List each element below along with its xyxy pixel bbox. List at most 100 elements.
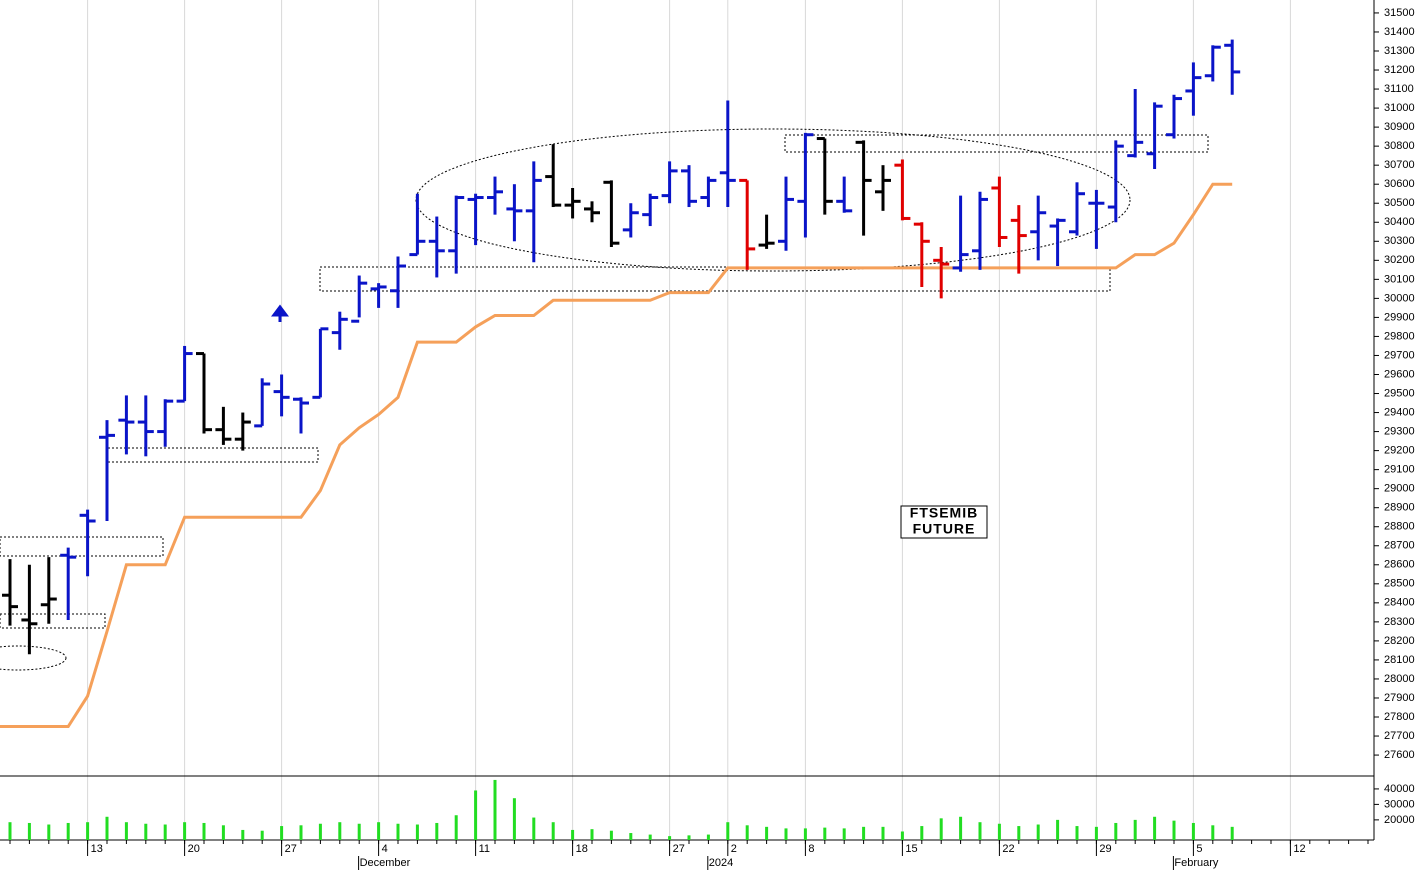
y-tick-label: 27700	[1384, 730, 1415, 742]
volume-bar	[454, 815, 458, 840]
y-tick-label: 29300	[1384, 425, 1415, 437]
volume-bar	[842, 828, 846, 840]
volume-bar	[784, 828, 788, 840]
volume-bar	[47, 824, 51, 840]
volume-bar	[221, 825, 225, 840]
range-box	[0, 613, 106, 629]
y-tick-label: 29000	[1384, 483, 1415, 495]
y-tick-label: 28200	[1384, 635, 1415, 647]
y-tick-label: 29800	[1384, 330, 1415, 342]
volume-bar	[881, 826, 885, 840]
volume-bar	[745, 825, 749, 840]
annotation: FUTURE	[913, 521, 976, 537]
volume-bar	[1172, 820, 1176, 840]
y-tick-label: 31500	[1384, 7, 1415, 19]
y-tick-label: 31300	[1384, 45, 1415, 57]
y-tick-label: 29100	[1384, 464, 1415, 476]
volume-bar	[124, 822, 128, 840]
y-tick-label: 29600	[1384, 368, 1415, 380]
volume-bar	[706, 834, 710, 840]
volume-bar	[66, 822, 70, 840]
y-tick-label: 29200	[1384, 445, 1415, 457]
y-tick-label: 30100	[1384, 273, 1415, 285]
x-tick-label: 5	[1196, 843, 1202, 855]
signal-arrow	[271, 304, 289, 322]
volume-bar	[202, 822, 206, 840]
period-label: December	[360, 857, 411, 869]
volume-bar	[144, 823, 148, 840]
x-tick-label: 11	[479, 843, 490, 855]
volume-bar	[27, 822, 31, 840]
volume-bar	[765, 826, 769, 840]
y-tick-label: 28400	[1384, 597, 1415, 609]
y-tick-label: 28600	[1384, 559, 1415, 571]
y-tick-label: 28100	[1384, 654, 1415, 666]
y-tick-label: 28700	[1384, 540, 1415, 552]
y-tick-label: 27800	[1384, 711, 1415, 723]
volume-bar	[1114, 822, 1118, 840]
x-tick-label: 27	[673, 843, 685, 855]
y-tick-label: 30000	[1384, 798, 1415, 810]
x-tick-label: 15	[905, 843, 917, 855]
x-tick-label: 18	[576, 843, 588, 855]
y-tick-label: 31100	[1384, 83, 1414, 95]
volume-bar	[86, 822, 90, 840]
volume-bar	[357, 823, 361, 840]
volume-bar	[415, 824, 419, 840]
volume-bar	[260, 830, 264, 840]
volume-bar	[803, 828, 807, 840]
x-tick-label: 29	[1099, 843, 1111, 855]
volume-bar	[299, 825, 303, 840]
x-tick-label: 4	[382, 843, 388, 855]
range-box	[0, 536, 164, 557]
annotation: FTSEMIB	[910, 505, 978, 521]
volume-bar	[726, 822, 730, 840]
y-tick-label: 28900	[1384, 502, 1415, 514]
volume-bar	[1133, 819, 1137, 840]
volume-bar	[532, 817, 536, 840]
volume-bar	[609, 830, 613, 840]
x-tick-label: 8	[808, 843, 814, 855]
y-tick-label: 28800	[1384, 521, 1415, 533]
y-tick-label: 28000	[1384, 673, 1415, 685]
y-tick-label: 29700	[1384, 349, 1415, 361]
volume-bar	[1153, 816, 1157, 840]
y-tick-label: 31200	[1384, 64, 1415, 76]
y-tick-label: 40000	[1384, 783, 1415, 795]
volume-bar	[105, 816, 109, 840]
x-tick-label: 2	[731, 843, 737, 855]
y-tick-label: 30300	[1384, 235, 1415, 247]
volume-bar	[1056, 819, 1060, 840]
y-tick-label: 29500	[1384, 387, 1415, 399]
range-box	[107, 447, 319, 463]
period-label: 2024	[709, 857, 733, 869]
y-tick-label: 27600	[1384, 749, 1415, 761]
grid-layer	[87, 0, 1291, 840]
y-tick-label: 20000	[1384, 814, 1415, 826]
period-label: February	[1174, 857, 1219, 869]
volume-bar	[241, 829, 245, 840]
volume-bar	[396, 823, 400, 840]
volume-bar	[900, 831, 904, 840]
volume-bar	[668, 836, 672, 840]
x-tick-label: 27	[285, 843, 297, 855]
x-tick-label: 13	[91, 843, 103, 855]
y-tick-label: 31400	[1384, 26, 1415, 38]
x-tick-label: 12	[1293, 843, 1305, 855]
volume-bar	[978, 822, 982, 840]
range-box	[784, 134, 1209, 153]
volume-bar	[551, 822, 555, 840]
volume-bar	[1094, 826, 1098, 840]
volume-bar	[648, 834, 652, 840]
volume-bar	[1211, 825, 1215, 840]
volume-bar	[377, 822, 381, 840]
volume-bar	[1017, 826, 1021, 840]
y-tick-label: 28500	[1384, 578, 1415, 590]
volume-bar	[318, 823, 322, 840]
y-tick-label: 30700	[1384, 159, 1415, 171]
y-tick-label: 30000	[1384, 292, 1415, 304]
stop-line	[0, 182, 1233, 729]
volume-bar	[435, 822, 439, 840]
volume-bar	[1230, 826, 1234, 840]
